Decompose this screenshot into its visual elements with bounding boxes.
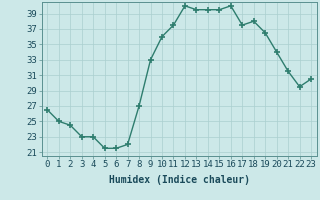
X-axis label: Humidex (Indice chaleur): Humidex (Indice chaleur): [109, 175, 250, 185]
